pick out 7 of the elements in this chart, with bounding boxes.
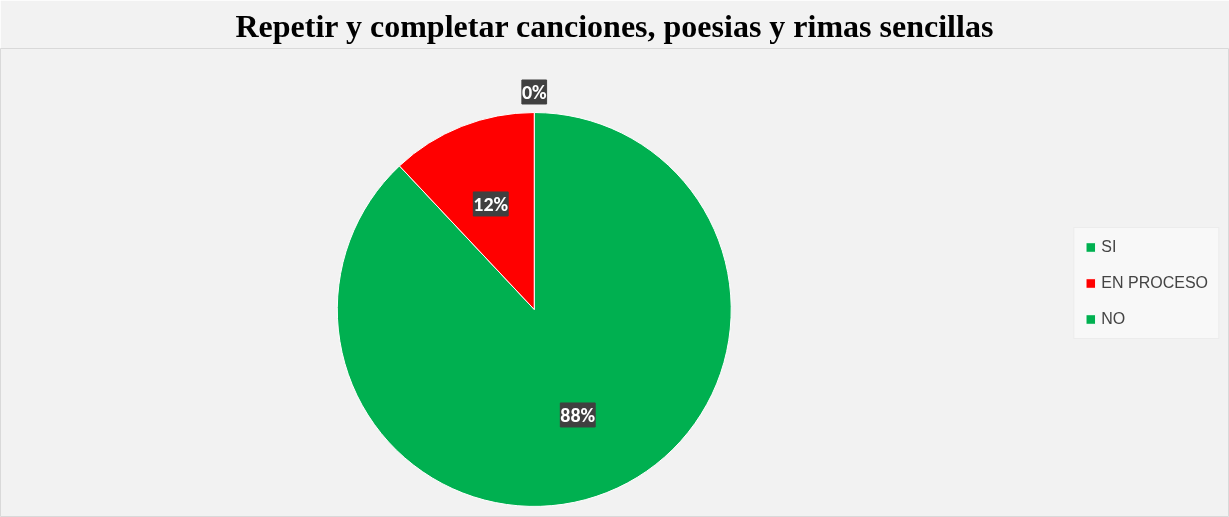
data-label: 12% bbox=[473, 191, 509, 216]
text: 0% bbox=[521, 80, 547, 104]
chart-title: Repetir y completar canciones, poesias y rimas sencillas bbox=[235, 7, 994, 44]
data-label: 88% bbox=[560, 402, 596, 427]
legend-label: NO bbox=[1101, 309, 1126, 328]
legend-label: EN PROCESO bbox=[1101, 273, 1208, 292]
legend-label: SI bbox=[1101, 237, 1118, 256]
